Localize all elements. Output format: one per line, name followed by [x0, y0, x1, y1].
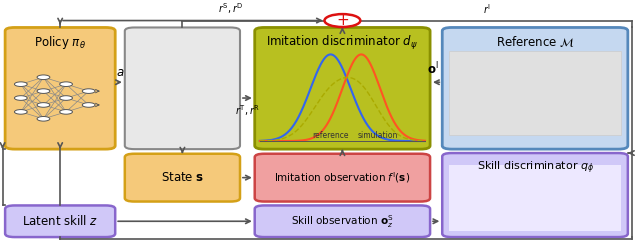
FancyBboxPatch shape: [125, 154, 240, 201]
Text: reference: reference: [312, 131, 349, 140]
Text: $r^\mathrm{I}$: $r^\mathrm{I}$: [483, 2, 492, 16]
Text: State $\mathbf{s}$: State $\mathbf{s}$: [161, 171, 204, 184]
Text: Imitation observation $f^\mathrm{I}(\mathbf{s})$: Imitation observation $f^\mathrm{I}(\mat…: [275, 170, 410, 185]
Circle shape: [15, 110, 28, 114]
Circle shape: [37, 75, 50, 80]
FancyBboxPatch shape: [5, 27, 115, 149]
Text: Policy $\pi_\theta$: Policy $\pi_\theta$: [34, 34, 86, 51]
Text: simulation: simulation: [358, 131, 398, 140]
Text: Imitation discriminator $d_\psi$: Imitation discriminator $d_\psi$: [266, 34, 419, 52]
FancyBboxPatch shape: [449, 51, 621, 135]
Text: $\mathbf{o}^\mathrm{I}$: $\mathbf{o}^\mathrm{I}$: [428, 61, 439, 77]
Text: Skill discriminator $q_\phi$: Skill discriminator $q_\phi$: [477, 160, 593, 176]
Text: Latent skill $z$: Latent skill $z$: [22, 214, 99, 228]
FancyBboxPatch shape: [255, 154, 430, 201]
Text: $r^\mathrm{T}, r^\mathrm{R}$: $r^\mathrm{T}, r^\mathrm{R}$: [235, 103, 260, 118]
Circle shape: [60, 96, 72, 100]
Circle shape: [37, 89, 50, 94]
Text: Reference $\mathcal{M}$: Reference $\mathcal{M}$: [495, 34, 575, 49]
FancyBboxPatch shape: [255, 27, 430, 149]
FancyBboxPatch shape: [449, 165, 621, 231]
Text: Skill observation $\mathbf{o}_z^\mathrm{S}$: Skill observation $\mathbf{o}_z^\mathrm{…: [291, 213, 394, 230]
Circle shape: [324, 14, 360, 27]
Circle shape: [60, 110, 72, 114]
Text: $+$: $+$: [336, 13, 349, 28]
Circle shape: [37, 103, 50, 107]
FancyBboxPatch shape: [442, 27, 628, 149]
FancyBboxPatch shape: [442, 153, 628, 237]
Circle shape: [15, 96, 28, 100]
FancyBboxPatch shape: [5, 205, 115, 237]
Circle shape: [83, 89, 95, 94]
Text: $a$: $a$: [116, 66, 124, 79]
Circle shape: [37, 116, 50, 121]
Circle shape: [60, 82, 72, 87]
Circle shape: [15, 82, 28, 87]
Circle shape: [83, 103, 95, 107]
FancyBboxPatch shape: [255, 205, 430, 237]
FancyBboxPatch shape: [125, 27, 240, 149]
Text: $r^\mathrm{S}, r^\mathrm{D}$: $r^\mathrm{S}, r^\mathrm{D}$: [218, 1, 243, 16]
